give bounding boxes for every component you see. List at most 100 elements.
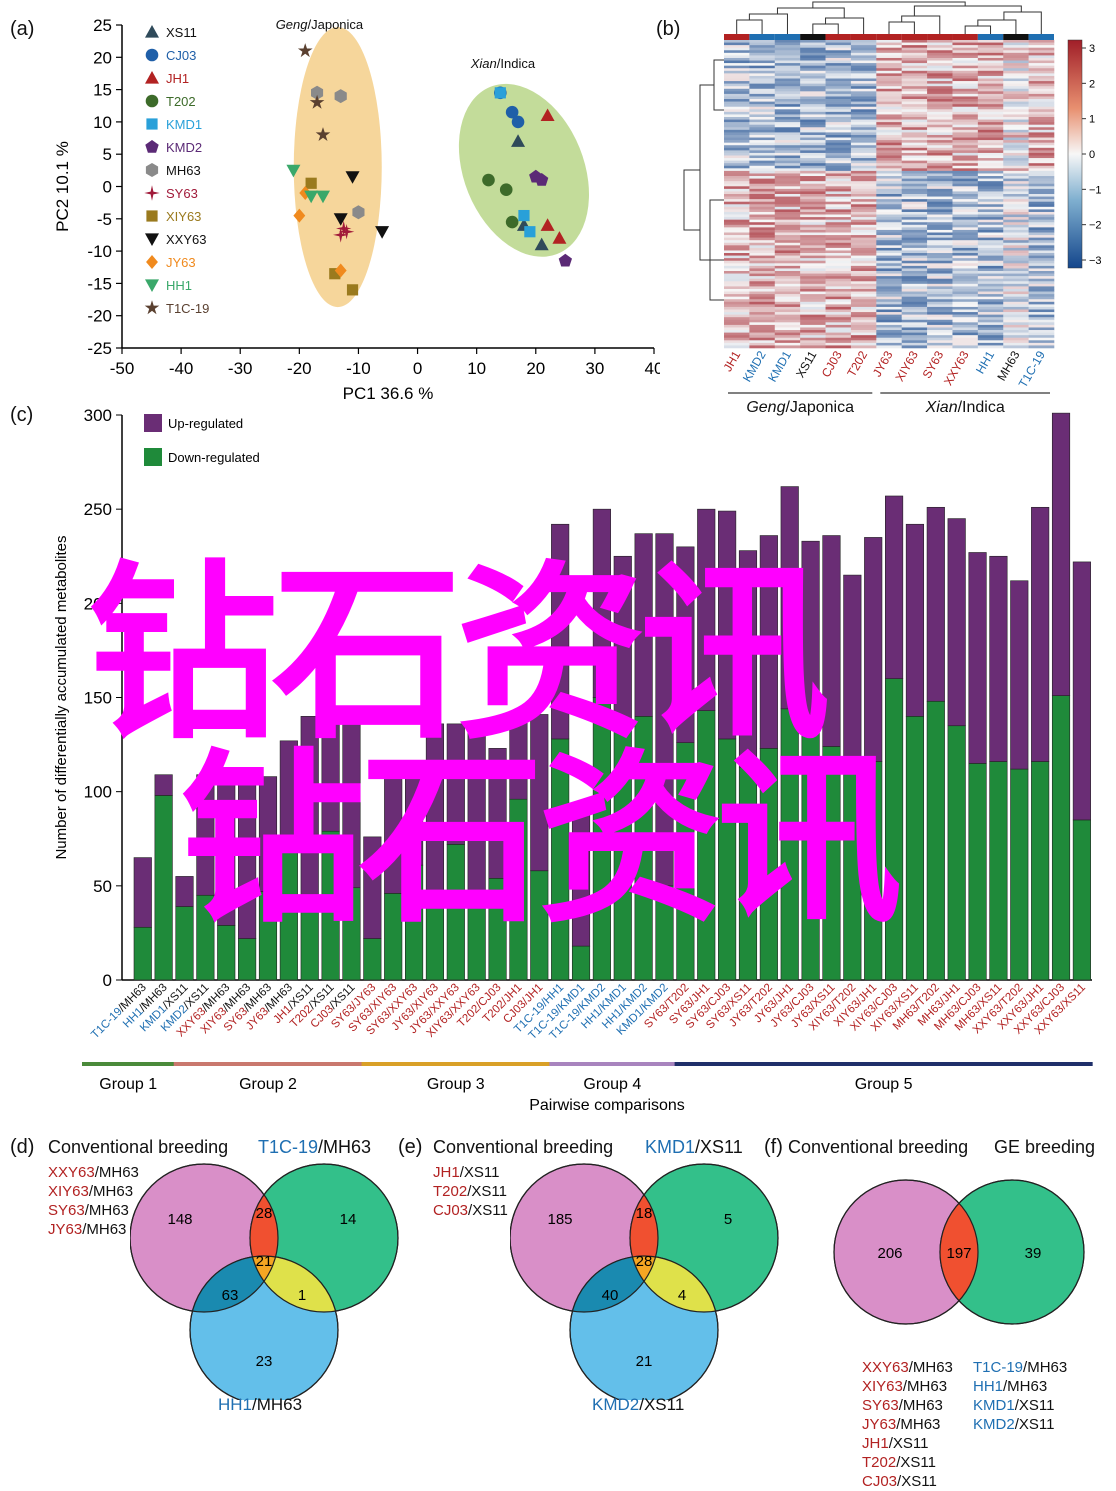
- heatmap-cell: [1028, 345, 1055, 349]
- heatmap-cell: [901, 232, 928, 236]
- heatmap-cell: [927, 50, 953, 54]
- heatmap-cell: [977, 268, 1004, 272]
- heatmap-cell: [1028, 222, 1055, 226]
- heatmap-cell: [952, 150, 979, 154]
- heatmap-cell: [876, 240, 902, 244]
- heatmap-cell: [850, 178, 877, 182]
- heatmap-cell: [1028, 176, 1055, 179]
- heatmap-cell: [749, 70, 776, 74]
- heatmap-cell: [850, 117, 877, 120]
- heatmap-cell: [825, 147, 852, 151]
- heatmap-cell: [1028, 209, 1055, 213]
- bar-up: [446, 723, 465, 845]
- heatmap-cell: [825, 96, 852, 100]
- heatmap-cell: [724, 88, 750, 92]
- heatmap-cell: [1028, 96, 1055, 100]
- bar-up: [258, 776, 278, 892]
- venn-outline: [249, 1163, 399, 1313]
- heatmap-cell: [876, 181, 902, 185]
- heatmap-cell: [901, 83, 928, 87]
- heatmap-cell: [800, 155, 826, 159]
- heatmap-cell: [1003, 258, 1029, 262]
- heatmap-cell: [952, 111, 979, 115]
- heatmap-cell: [1028, 147, 1055, 151]
- heatmap-cell: [800, 127, 826, 131]
- heatmap-cell: [876, 263, 902, 267]
- venn-d-list-item-b: /MH63: [94, 1164, 139, 1181]
- heatmap-cell: [724, 160, 750, 164]
- heatmap-cell: [901, 204, 928, 208]
- heatmap-cell: [800, 68, 826, 72]
- heatmap-cell: [850, 196, 877, 200]
- heatmap-cell: [927, 324, 953, 328]
- heatmap-cell: [1028, 188, 1055, 192]
- bar-down: [697, 710, 716, 981]
- heatmap-cell: [1003, 173, 1029, 177]
- heatmap-cell: [1028, 57, 1055, 61]
- heatmap-cell: [901, 247, 928, 251]
- heatmap-cell: [774, 322, 801, 326]
- heatmap-cell: [876, 301, 902, 305]
- venn-f: 206 197 39: [833, 1179, 1085, 1325]
- heatmap-cell: [825, 140, 852, 143]
- heatmap-cell: [927, 317, 953, 321]
- venn-overlap-lb: [190, 1256, 278, 1312]
- heatmap-cell: [724, 278, 750, 282]
- bar-up: [488, 748, 507, 879]
- heatmap-cell: [850, 245, 877, 249]
- bar-down: [1051, 695, 1071, 981]
- heatmap-cell: [901, 206, 928, 210]
- heatmap-cell: [901, 199, 928, 202]
- venn-f-list-left-item-a: JH1: [862, 1435, 889, 1452]
- heatmap-cell: [901, 145, 928, 149]
- heatmap-cell: [825, 204, 852, 208]
- heatmap-cell: [927, 206, 953, 210]
- heatmap-cell: [825, 88, 852, 92]
- bar-down: [258, 891, 278, 981]
- heatmap-cell: [1003, 63, 1029, 66]
- heatmap-cell: [850, 186, 877, 190]
- heatmap-cell: [977, 75, 1004, 79]
- heatmap-cell: [749, 214, 776, 218]
- heatmap-cell: [952, 99, 979, 102]
- heatmap-cell: [876, 250, 902, 254]
- heatmap-cell: [774, 60, 801, 64]
- bar-up: [738, 550, 758, 768]
- heatmap-cell: [724, 281, 750, 285]
- heatmap-cell: [927, 229, 953, 233]
- heatmap-cell: [850, 224, 877, 228]
- venn-count-bottom: 23: [256, 1353, 273, 1370]
- heatmap-cell: [927, 75, 953, 79]
- venn-f-count-mid: 197: [946, 1245, 971, 1262]
- heatmap-cell: [850, 140, 877, 143]
- heatmap-cell: [952, 91, 979, 95]
- heatmap-cell: [724, 152, 750, 156]
- heatmap-cell: [1003, 40, 1029, 43]
- heatmap-cell: [952, 204, 979, 208]
- heatmap-cell: [1028, 129, 1055, 133]
- heatmap-cell: [952, 114, 979, 118]
- venn-e-list: JH1/XS11 T202/XS11 CJ03/XS11: [433, 1163, 508, 1220]
- heatmap-cell: [1003, 137, 1029, 141]
- bar-up: [613, 555, 632, 721]
- left-dendrogram: [683, 59, 724, 301]
- heatmap-cell: [749, 68, 776, 72]
- heatmap-cell: [1003, 214, 1029, 218]
- venn-outline: [510, 1163, 659, 1313]
- heatmap-cell: [850, 237, 877, 241]
- heatmap-cell: [774, 152, 801, 156]
- heatmap-cell: [1003, 127, 1029, 131]
- heatmap-cell: [1003, 86, 1029, 90]
- heatmap-cell: [774, 78, 801, 82]
- x-tick-label: 30: [585, 359, 604, 378]
- heatmap-cell: [800, 324, 826, 328]
- heatmap-cell: [876, 81, 902, 84]
- heatmap-cell: [1028, 330, 1055, 333]
- bar-down: [342, 887, 361, 981]
- heatmap-cell: [901, 258, 928, 262]
- heatmap-cell: [901, 278, 928, 282]
- heatmap-cell: [901, 294, 928, 297]
- bar-up: [905, 523, 925, 717]
- heatmap-cell: [927, 268, 953, 272]
- heatmap-cell: [901, 304, 928, 308]
